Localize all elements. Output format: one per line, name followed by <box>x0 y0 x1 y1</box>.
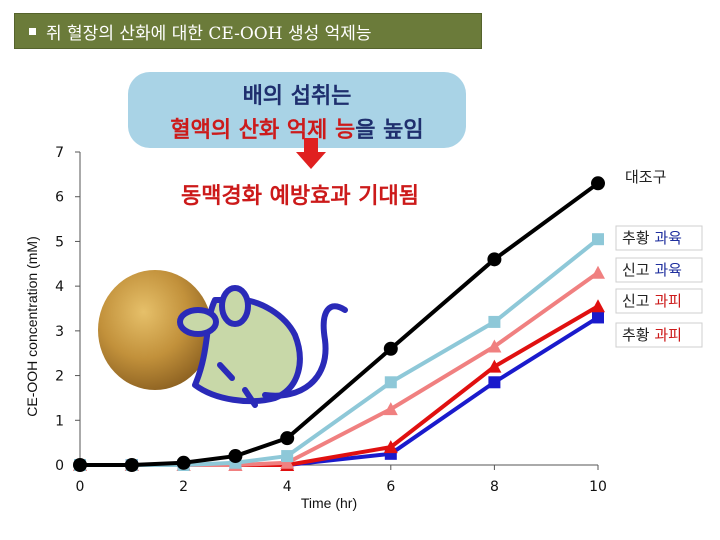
data-point <box>591 299 605 313</box>
data-point <box>487 359 502 373</box>
series-label-box <box>615 257 703 283</box>
x-tick-label: 4 <box>283 479 292 495</box>
y-tick-label: 6 <box>55 190 64 206</box>
banner-title: 쥐 혈장의 산화에 대한 CE-OOH 생성 억제능 <box>46 23 372 44</box>
data-point <box>592 233 604 246</box>
series-label-part: 신고 <box>622 292 650 310</box>
x-axis-title: Time (hr) <box>301 495 357 511</box>
data-point <box>488 376 501 389</box>
y-tick-label: 7 <box>55 145 64 161</box>
data-point <box>383 440 398 454</box>
series-label-box <box>615 322 703 348</box>
data-point <box>487 252 502 267</box>
series-label: 대조구 <box>625 168 666 186</box>
data-point <box>383 341 398 356</box>
bullet-icon <box>29 27 36 35</box>
series-label-part: 과육 <box>650 229 682 247</box>
callout-line-2-dark: 을 높임 <box>355 117 424 143</box>
x-tick-label: 8 <box>490 479 499 495</box>
y-tick-label: 1 <box>55 413 64 429</box>
series-label-box <box>615 225 703 251</box>
data-point <box>280 431 295 446</box>
y-tick-label: 5 <box>55 234 64 250</box>
series-label: 추황 과육 <box>622 229 682 247</box>
callout-line-1: 배의 섭취는 <box>242 83 352 109</box>
data-point <box>73 458 87 472</box>
y-axis-title: CE-OOH concentration (mM) <box>24 236 40 416</box>
data-point <box>488 315 501 328</box>
data-point <box>280 455 295 469</box>
y-tick-label: 2 <box>55 369 64 385</box>
series-label-part: 과육 <box>650 261 682 279</box>
series-label-part: 과피 <box>650 326 682 344</box>
x-tick-label: 6 <box>386 479 395 495</box>
title-banner: 쥐 혈장의 산화에 대한 CE-OOH 생성 억제능 <box>14 13 482 49</box>
series-line <box>80 181 600 467</box>
data-point <box>487 339 502 353</box>
series-label: 신고 과육 <box>622 261 682 279</box>
series-label-part: 과피 <box>650 292 682 310</box>
data-point <box>383 402 398 416</box>
series-label: 추황 과피 <box>622 326 682 344</box>
callout-line-2-red: 혈액의 산화 억제 능 <box>170 117 356 143</box>
callout-box: 배의 섭취는 혈액의 산화 억제 능을 높임 <box>128 72 466 148</box>
down-arrow-icon <box>296 138 326 169</box>
x-tick-label: 2 <box>179 479 188 495</box>
data-point <box>384 376 397 389</box>
data-point <box>592 311 604 324</box>
data-point <box>281 450 294 463</box>
series-label: 신고 과피 <box>622 292 682 310</box>
data-point <box>124 458 139 472</box>
series-label-part: 신고 <box>622 261 650 279</box>
x-tick-label: 0 <box>76 479 85 495</box>
series-label-part: 추황 <box>622 326 650 344</box>
series-label-box <box>615 288 703 314</box>
y-tick-label: 3 <box>55 324 64 340</box>
data-point <box>228 449 243 464</box>
series-label-part: 추황 <box>622 229 650 247</box>
data-point <box>591 265 605 279</box>
y-tick-label: 0 <box>55 458 64 474</box>
callout-line-2: 혈액의 산화 억제 능을 높임 <box>128 112 466 144</box>
x-tick-label: 10 <box>589 479 607 495</box>
data-point <box>176 455 191 470</box>
effect-text: 동맥경화 예방효과 기대됨 <box>181 183 419 209</box>
data-point <box>591 176 605 191</box>
y-tick-label: 4 <box>55 279 64 295</box>
